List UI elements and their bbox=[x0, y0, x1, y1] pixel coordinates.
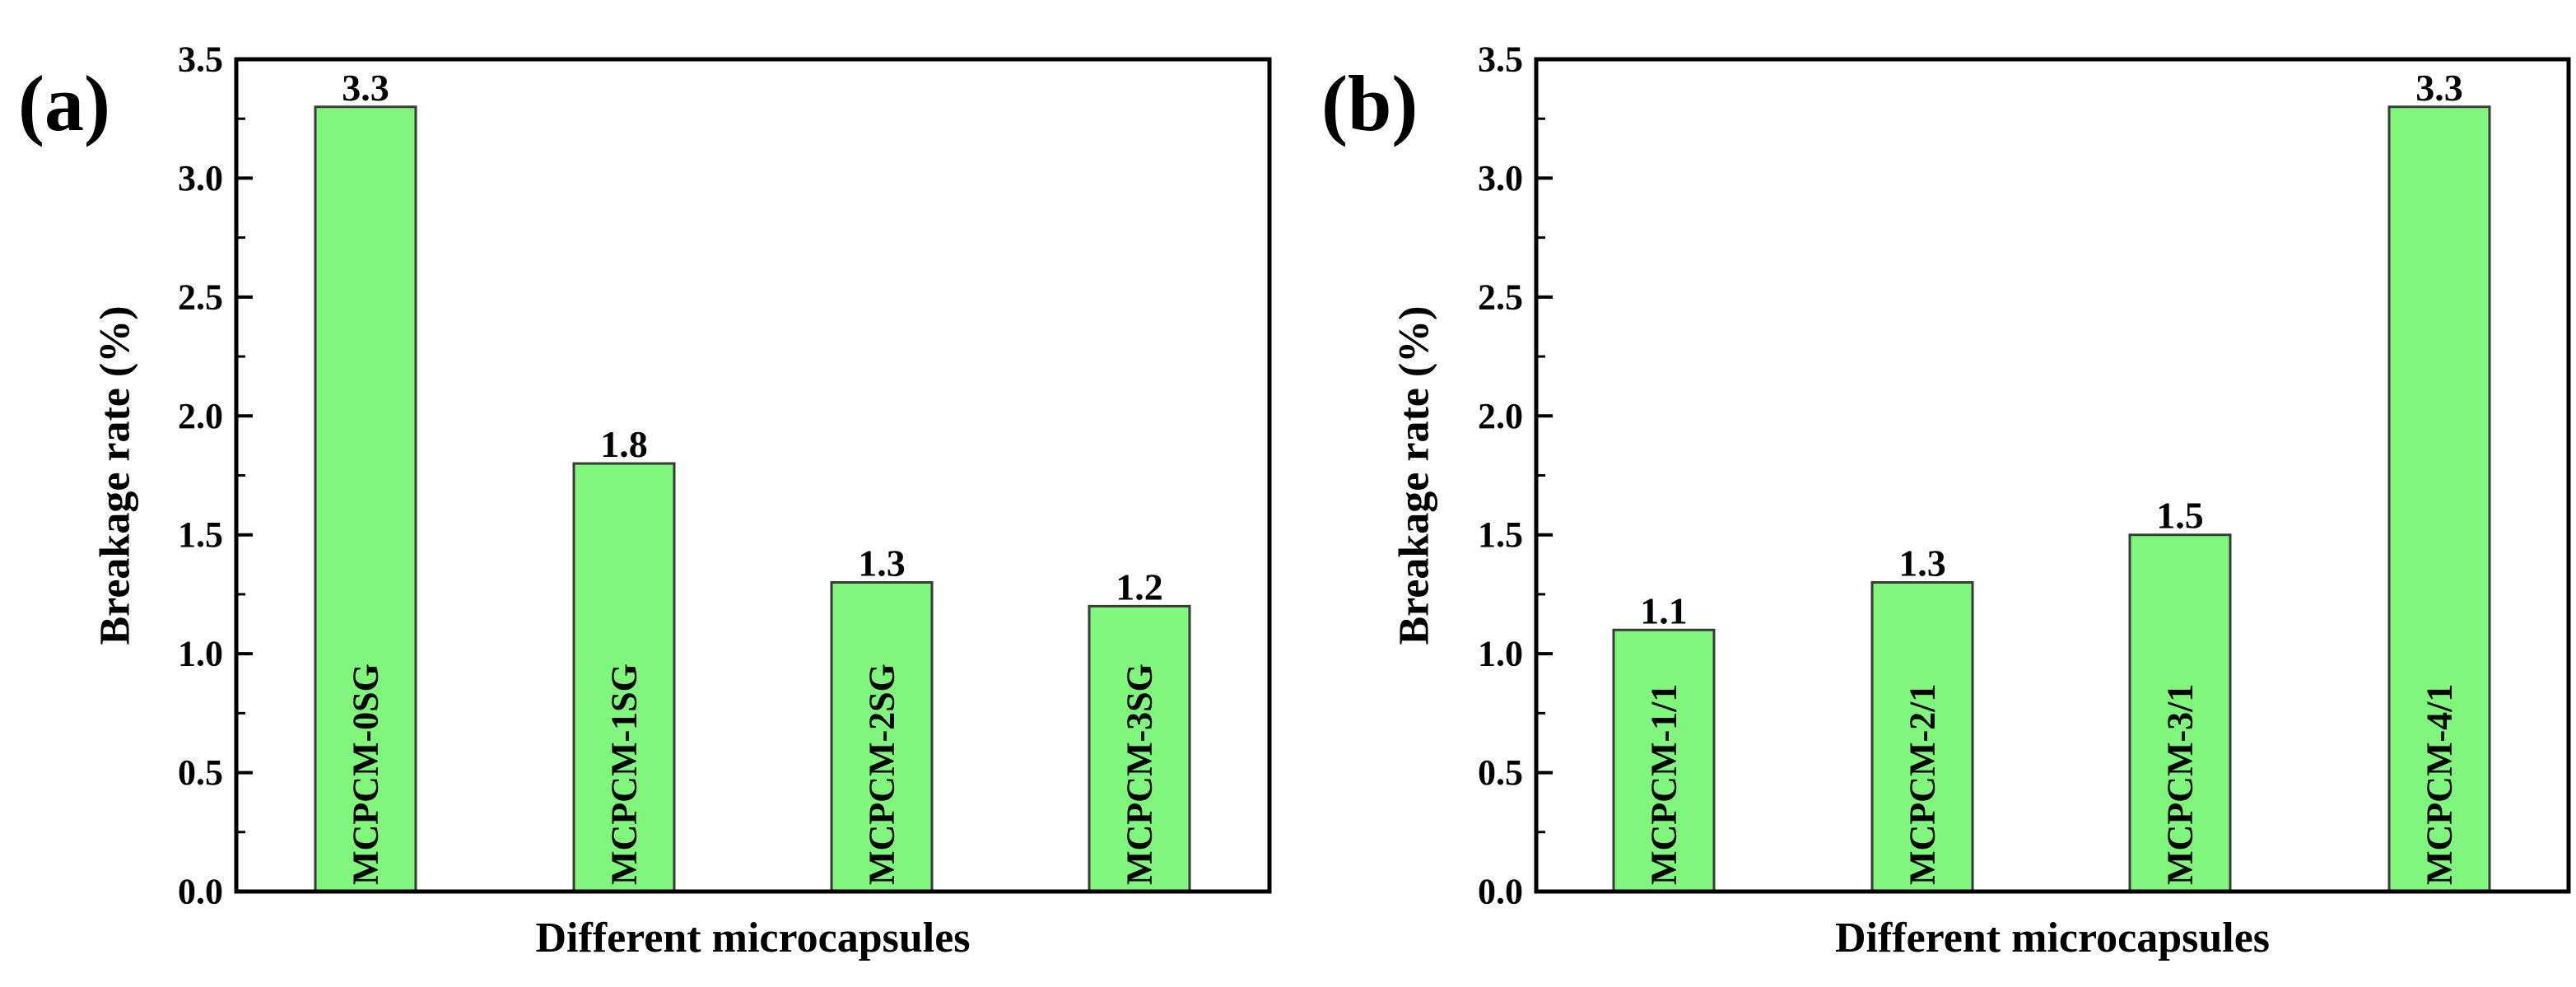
data-label: 3.3 bbox=[2415, 67, 2463, 109]
bar-category-label: MCPCM-2SG bbox=[862, 663, 902, 885]
bar-category-label: MCPCM-2/1 bbox=[1903, 684, 1943, 885]
data-label: 1.5 bbox=[2156, 495, 2204, 537]
x-axis-title: Different microcapsules bbox=[1835, 915, 2270, 961]
bar-category-label: MCPCM-3/1 bbox=[2160, 684, 2201, 885]
bar-mcpcm-3sg bbox=[1088, 604, 1191, 893]
data-label: 1.2 bbox=[1116, 566, 1163, 608]
y-tick-label: 0.0 bbox=[1478, 872, 1523, 912]
y-tick-label: 2.0 bbox=[1478, 396, 1523, 436]
y-tick-label: 3.0 bbox=[178, 158, 223, 198]
bar-category-label: MCPCM-4/1 bbox=[2420, 684, 2460, 885]
y-tick-label: 3.5 bbox=[178, 40, 223, 80]
y-tick-label: 3.0 bbox=[1478, 158, 1523, 198]
data-label: 1.8 bbox=[600, 423, 648, 465]
y-tick-label: 2.5 bbox=[178, 277, 223, 317]
y-tick-label: 1.5 bbox=[1478, 514, 1523, 555]
x-axis-title: Different microcapsules bbox=[535, 915, 970, 961]
y-tick-label: 1.0 bbox=[178, 634, 223, 674]
panel-label: (b) bbox=[1321, 59, 1418, 147]
bar-category-label: MCPCM-1/1 bbox=[1644, 684, 1684, 885]
bar-mcpcm-0sg bbox=[314, 105, 417, 893]
y-tick-label: 2.5 bbox=[1478, 277, 1523, 317]
y-tick-label: 0.5 bbox=[178, 752, 223, 793]
data-label: 1.3 bbox=[1898, 542, 1946, 584]
bar-category-label: MCPCM-1SG bbox=[604, 663, 645, 885]
y-tick-label: 1.5 bbox=[178, 514, 223, 555]
panel-label: (a) bbox=[18, 59, 110, 147]
y-tick-label: 0.0 bbox=[178, 872, 223, 912]
chart-panel-a: (a) 3.3 MCPCM-0SG 1.8 MCPCM-1SG 1.3 MCPCM-2SG 1… bbox=[18, 40, 1272, 961]
y-tick-label: 2.0 bbox=[178, 396, 223, 436]
data-label: 1.1 bbox=[1640, 589, 1688, 631]
bar-category-label: MCPCM-0SG bbox=[346, 663, 386, 885]
data-label: 3.3 bbox=[342, 67, 389, 109]
y-axis-title: Breakage rate (%) bbox=[92, 305, 139, 645]
bar-mcpcm-3-1 bbox=[2128, 533, 2232, 893]
bar-mcpcm-2sg bbox=[830, 580, 934, 893]
y-axis-title: Breakage rate (%) bbox=[1391, 305, 1438, 645]
bar-category-label: MCPCM-3SG bbox=[1120, 663, 1160, 885]
bar-mcpcm-4-1 bbox=[2387, 105, 2491, 893]
y-tick-label: 0.5 bbox=[1478, 752, 1523, 793]
y-tick-label: 3.5 bbox=[1478, 40, 1523, 80]
y-tick-label: 1.0 bbox=[1478, 634, 1523, 674]
data-label: 1.3 bbox=[858, 542, 906, 584]
chart-panel-b: (b) 1.1 MCPCM-1/1 1.3 MCPCM-2/1 1.5 MCPCM-3/1 3… bbox=[1321, 40, 2571, 961]
bar-mcpcm-2-1 bbox=[1870, 580, 1974, 893]
bar-mcpcm-1sg bbox=[572, 462, 676, 893]
